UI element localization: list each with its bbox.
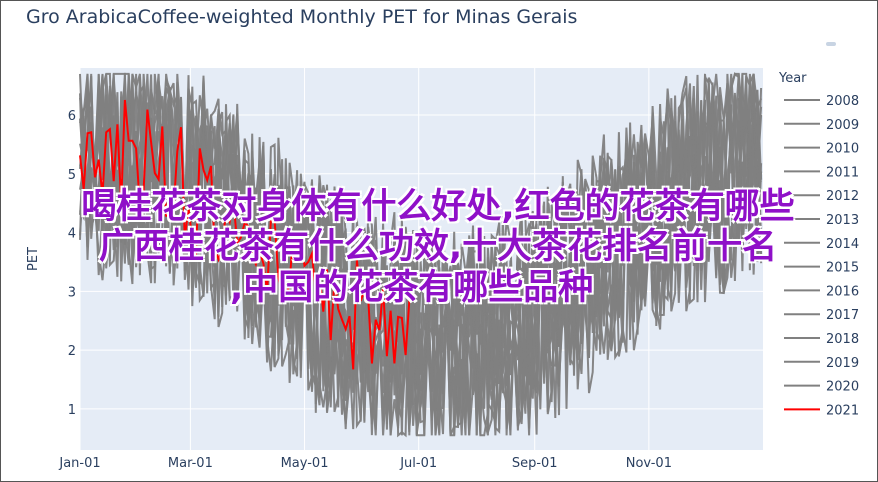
y-tick-label: 6 (68, 109, 76, 124)
x-tick-label: Jul-01 (399, 456, 437, 471)
legend-label: 2011 (826, 165, 859, 180)
overlay-text-line-1: 喝桂花茶对身体有什么好处,红色的花茶有哪些 (81, 187, 795, 227)
legend-item-2018[interactable]: 2018 (784, 332, 859, 347)
x-tick-label: Jan-01 (58, 456, 100, 471)
legend-label: 2020 (826, 380, 859, 395)
legend-label: 2009 (826, 118, 859, 133)
legend-label: 2017 (826, 308, 859, 323)
legend-item-2011[interactable]: 2011 (784, 165, 859, 180)
legend-title: Year (778, 71, 807, 86)
x-tick-label: Nov-01 (626, 456, 672, 471)
legend-label: 2014 (826, 237, 859, 252)
y-tick-label: 4 (68, 227, 76, 242)
axis-layer: 1 2 3 4 5 6 Jan-01 Mar-01 May-01 Jul-01 Sep-01 Nov-… (26, 109, 672, 471)
series-line-2019 (79, 72, 763, 436)
legend-item-2015[interactable]: 2015 (784, 261, 859, 276)
y-tick-label: 3 (68, 285, 76, 300)
x-tick-label: May-01 (281, 456, 329, 471)
series-layer (79, 72, 763, 438)
legend-label: 2021 (826, 403, 859, 418)
legend-item-2020[interactable]: 2020 (784, 380, 859, 395)
y-tick-label: 5 (68, 168, 76, 183)
legend-item-2017[interactable]: 2017 (784, 308, 859, 323)
legend-label: 2008 (826, 94, 859, 109)
overlay-text-line-2: 广西桂花茶有什么功效,十大茶花排名前十名 (98, 227, 778, 267)
y-tick-label: 2 (68, 344, 76, 359)
legend-item-2010[interactable]: 2010 (784, 142, 859, 157)
chart-title: Gro ArabicaCoffee-weighted Monthly PET f… (26, 6, 578, 28)
legend-item-2014[interactable]: 2014 (784, 237, 859, 252)
legend-label: 2015 (826, 261, 859, 276)
legend-label: 2010 (826, 142, 859, 157)
legend-item-2016[interactable]: 2016 (784, 284, 859, 299)
legend-item-2008[interactable]: 2008 (784, 94, 859, 109)
modebar-icon[interactable] (826, 42, 836, 46)
legend-item-2013[interactable]: 2013 (784, 213, 859, 228)
legend-item-2012[interactable]: 2012 (784, 189, 859, 204)
y-tick-label: 1 (68, 403, 76, 418)
legend-item-2021[interactable]: 2021 (784, 403, 859, 418)
legend-label: 2013 (826, 213, 859, 228)
overlay-text-line-3: ,中国的花茶有哪些品种 (230, 268, 594, 308)
legend-item-2019[interactable]: 2019 (784, 356, 859, 371)
series-line-2020 (79, 73, 762, 436)
legend[interactable]: Year 2008 2009 2010 2011 2012 2013 2014 2015 2016… (778, 71, 859, 418)
legend-label: 2018 (826, 332, 859, 347)
legend-label: 2016 (826, 284, 859, 299)
legend-label: 2012 (826, 189, 859, 204)
legend-item-2009[interactable]: 2009 (784, 118, 859, 133)
x-tick-label: Sep-01 (512, 456, 558, 471)
x-tick-label: Mar-01 (168, 456, 213, 471)
y-axis-label: PET (26, 247, 41, 271)
series-line-2021 (79, 99, 415, 370)
legend-label: 2019 (826, 356, 859, 371)
